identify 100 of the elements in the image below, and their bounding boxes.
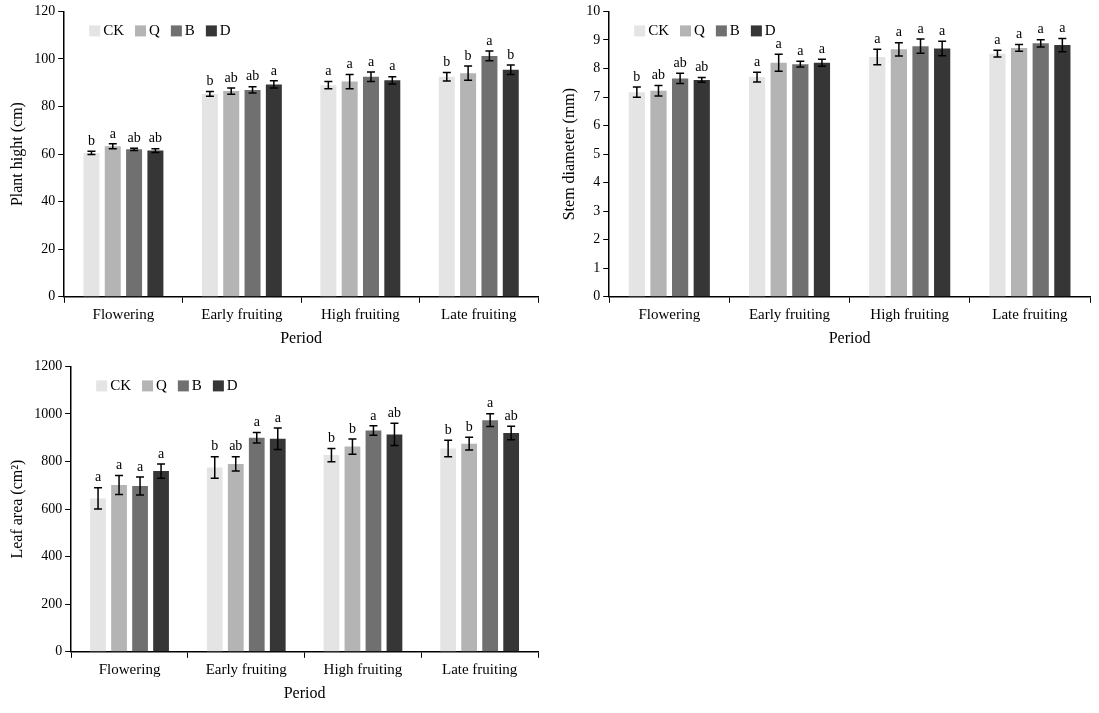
- y-tick-label: 80: [41, 98, 56, 114]
- y-tick-label: 1000: [34, 405, 63, 421]
- legend-label: Q: [156, 377, 168, 394]
- y-tick-label: 2: [593, 231, 601, 247]
- legend-label: B: [184, 22, 195, 39]
- data-label: a: [775, 35, 783, 51]
- y-tick-label: 800: [41, 453, 63, 469]
- y-tick-label: 8: [593, 60, 601, 76]
- y-tick-label: 5: [593, 145, 601, 161]
- x-tick-label: Late fruiting: [441, 660, 518, 677]
- legend-label: CK: [103, 22, 125, 39]
- y-tick-label: 0: [593, 288, 601, 304]
- x-axis-title: Period: [283, 683, 326, 701]
- y-tick-label: 3: [593, 202, 601, 218]
- data-label: b: [464, 47, 472, 63]
- data-label: a: [253, 414, 261, 430]
- data-label: b: [444, 421, 452, 437]
- data-label: a: [136, 458, 144, 474]
- data-label: ab: [224, 69, 238, 85]
- y-tick-label: 60: [41, 145, 56, 161]
- y-tick-label: 400: [41, 548, 63, 564]
- data-label: b: [206, 73, 214, 89]
- data-label: a: [917, 20, 925, 36]
- y-tick-label: 0: [48, 288, 56, 304]
- x-tick-label: Early fruiting: [201, 305, 283, 322]
- data-label: a: [270, 62, 278, 78]
- legend-label: B: [191, 377, 202, 394]
- x-tick-label: Flowering: [638, 305, 701, 322]
- y-tick-label: 20: [41, 240, 56, 256]
- y-tick-label: 4: [593, 174, 601, 190]
- y-tick-label: 200: [41, 595, 63, 611]
- data-label: a: [157, 445, 165, 461]
- x-tick-label: High fruiting: [323, 660, 403, 677]
- data-label: a: [487, 395, 495, 411]
- y-axis-title: Plant hight (cm): [7, 102, 26, 207]
- data-label: b: [327, 430, 335, 446]
- data-label: a: [1015, 26, 1023, 42]
- data-label: b: [443, 54, 451, 70]
- x-tick-label: Late fruiting: [441, 305, 517, 322]
- data-label: a: [115, 457, 123, 473]
- data-label: a: [109, 125, 117, 141]
- x-tick-label: Flowering: [98, 660, 161, 677]
- x-tick-label: High fruiting: [320, 305, 401, 322]
- legend-label: CK: [110, 377, 132, 394]
- legend-label: CK: [648, 22, 670, 39]
- data-label: ab: [245, 68, 260, 84]
- data-label: a: [753, 53, 761, 69]
- data-label: b: [507, 46, 515, 62]
- y-axis-title: Leaf area (cm²): [7, 459, 26, 559]
- data-label: b: [633, 68, 641, 84]
- data-label: a: [874, 31, 882, 47]
- data-label: ab: [127, 129, 141, 145]
- y-tick-label: 6: [593, 117, 601, 133]
- y-tick-label: 120: [34, 3, 56, 19]
- data-label: b: [87, 132, 95, 148]
- data-label: b: [348, 420, 356, 436]
- y-tick-label: 1200: [34, 358, 63, 374]
- data-label: ab: [651, 67, 666, 83]
- legend-label: D: [219, 22, 231, 39]
- x-tick-label: Early fruiting: [205, 660, 288, 677]
- x-tick-label: Late fruiting: [992, 305, 1069, 322]
- data-label: a: [939, 23, 947, 39]
- data-label: a: [325, 63, 333, 79]
- data-label: a: [818, 41, 826, 57]
- x-tick-label: High fruiting: [870, 305, 950, 322]
- data-label: ab: [504, 408, 518, 424]
- y-tick-label: 600: [41, 500, 63, 516]
- data-label: ab: [387, 404, 402, 420]
- data-label: a: [346, 56, 354, 72]
- data-label: a: [486, 32, 494, 48]
- data-label: ab: [695, 59, 709, 75]
- data-label: b: [465, 418, 473, 434]
- y-tick-label: 7: [593, 88, 601, 104]
- data-label: ab: [673, 55, 687, 70]
- y-tick-label: 0: [55, 643, 63, 659]
- data-label: a: [994, 31, 1002, 47]
- y-tick-label: 9: [593, 31, 601, 47]
- legend-label: D: [226, 377, 238, 394]
- y-tick-label: 40: [41, 193, 56, 209]
- x-axis-title: Period: [828, 328, 871, 346]
- legend-label: B: [729, 22, 740, 39]
- data-label: b: [211, 438, 219, 454]
- data-label: a: [797, 43, 805, 59]
- x-axis-title: Period: [280, 328, 322, 346]
- y-tick-label: 100: [34, 50, 56, 66]
- legend-label: Q: [149, 22, 161, 39]
- x-tick-label: Flowering: [92, 305, 155, 322]
- data-label: a: [389, 58, 397, 74]
- legend-label: D: [764, 22, 776, 39]
- data-label: a: [274, 409, 282, 425]
- x-tick-label: Early fruiting: [748, 305, 831, 322]
- data-label: a: [1059, 20, 1067, 36]
- data-label: a: [94, 469, 102, 485]
- data-label: ab: [229, 438, 243, 454]
- data-label: ab: [148, 130, 163, 146]
- y-tick-label: 10: [586, 3, 601, 19]
- y-axis-title: Stem diameter (mm): [559, 87, 578, 221]
- data-label: a: [895, 24, 903, 40]
- data-label: a: [367, 53, 375, 69]
- y-tick-label: 1: [593, 259, 601, 275]
